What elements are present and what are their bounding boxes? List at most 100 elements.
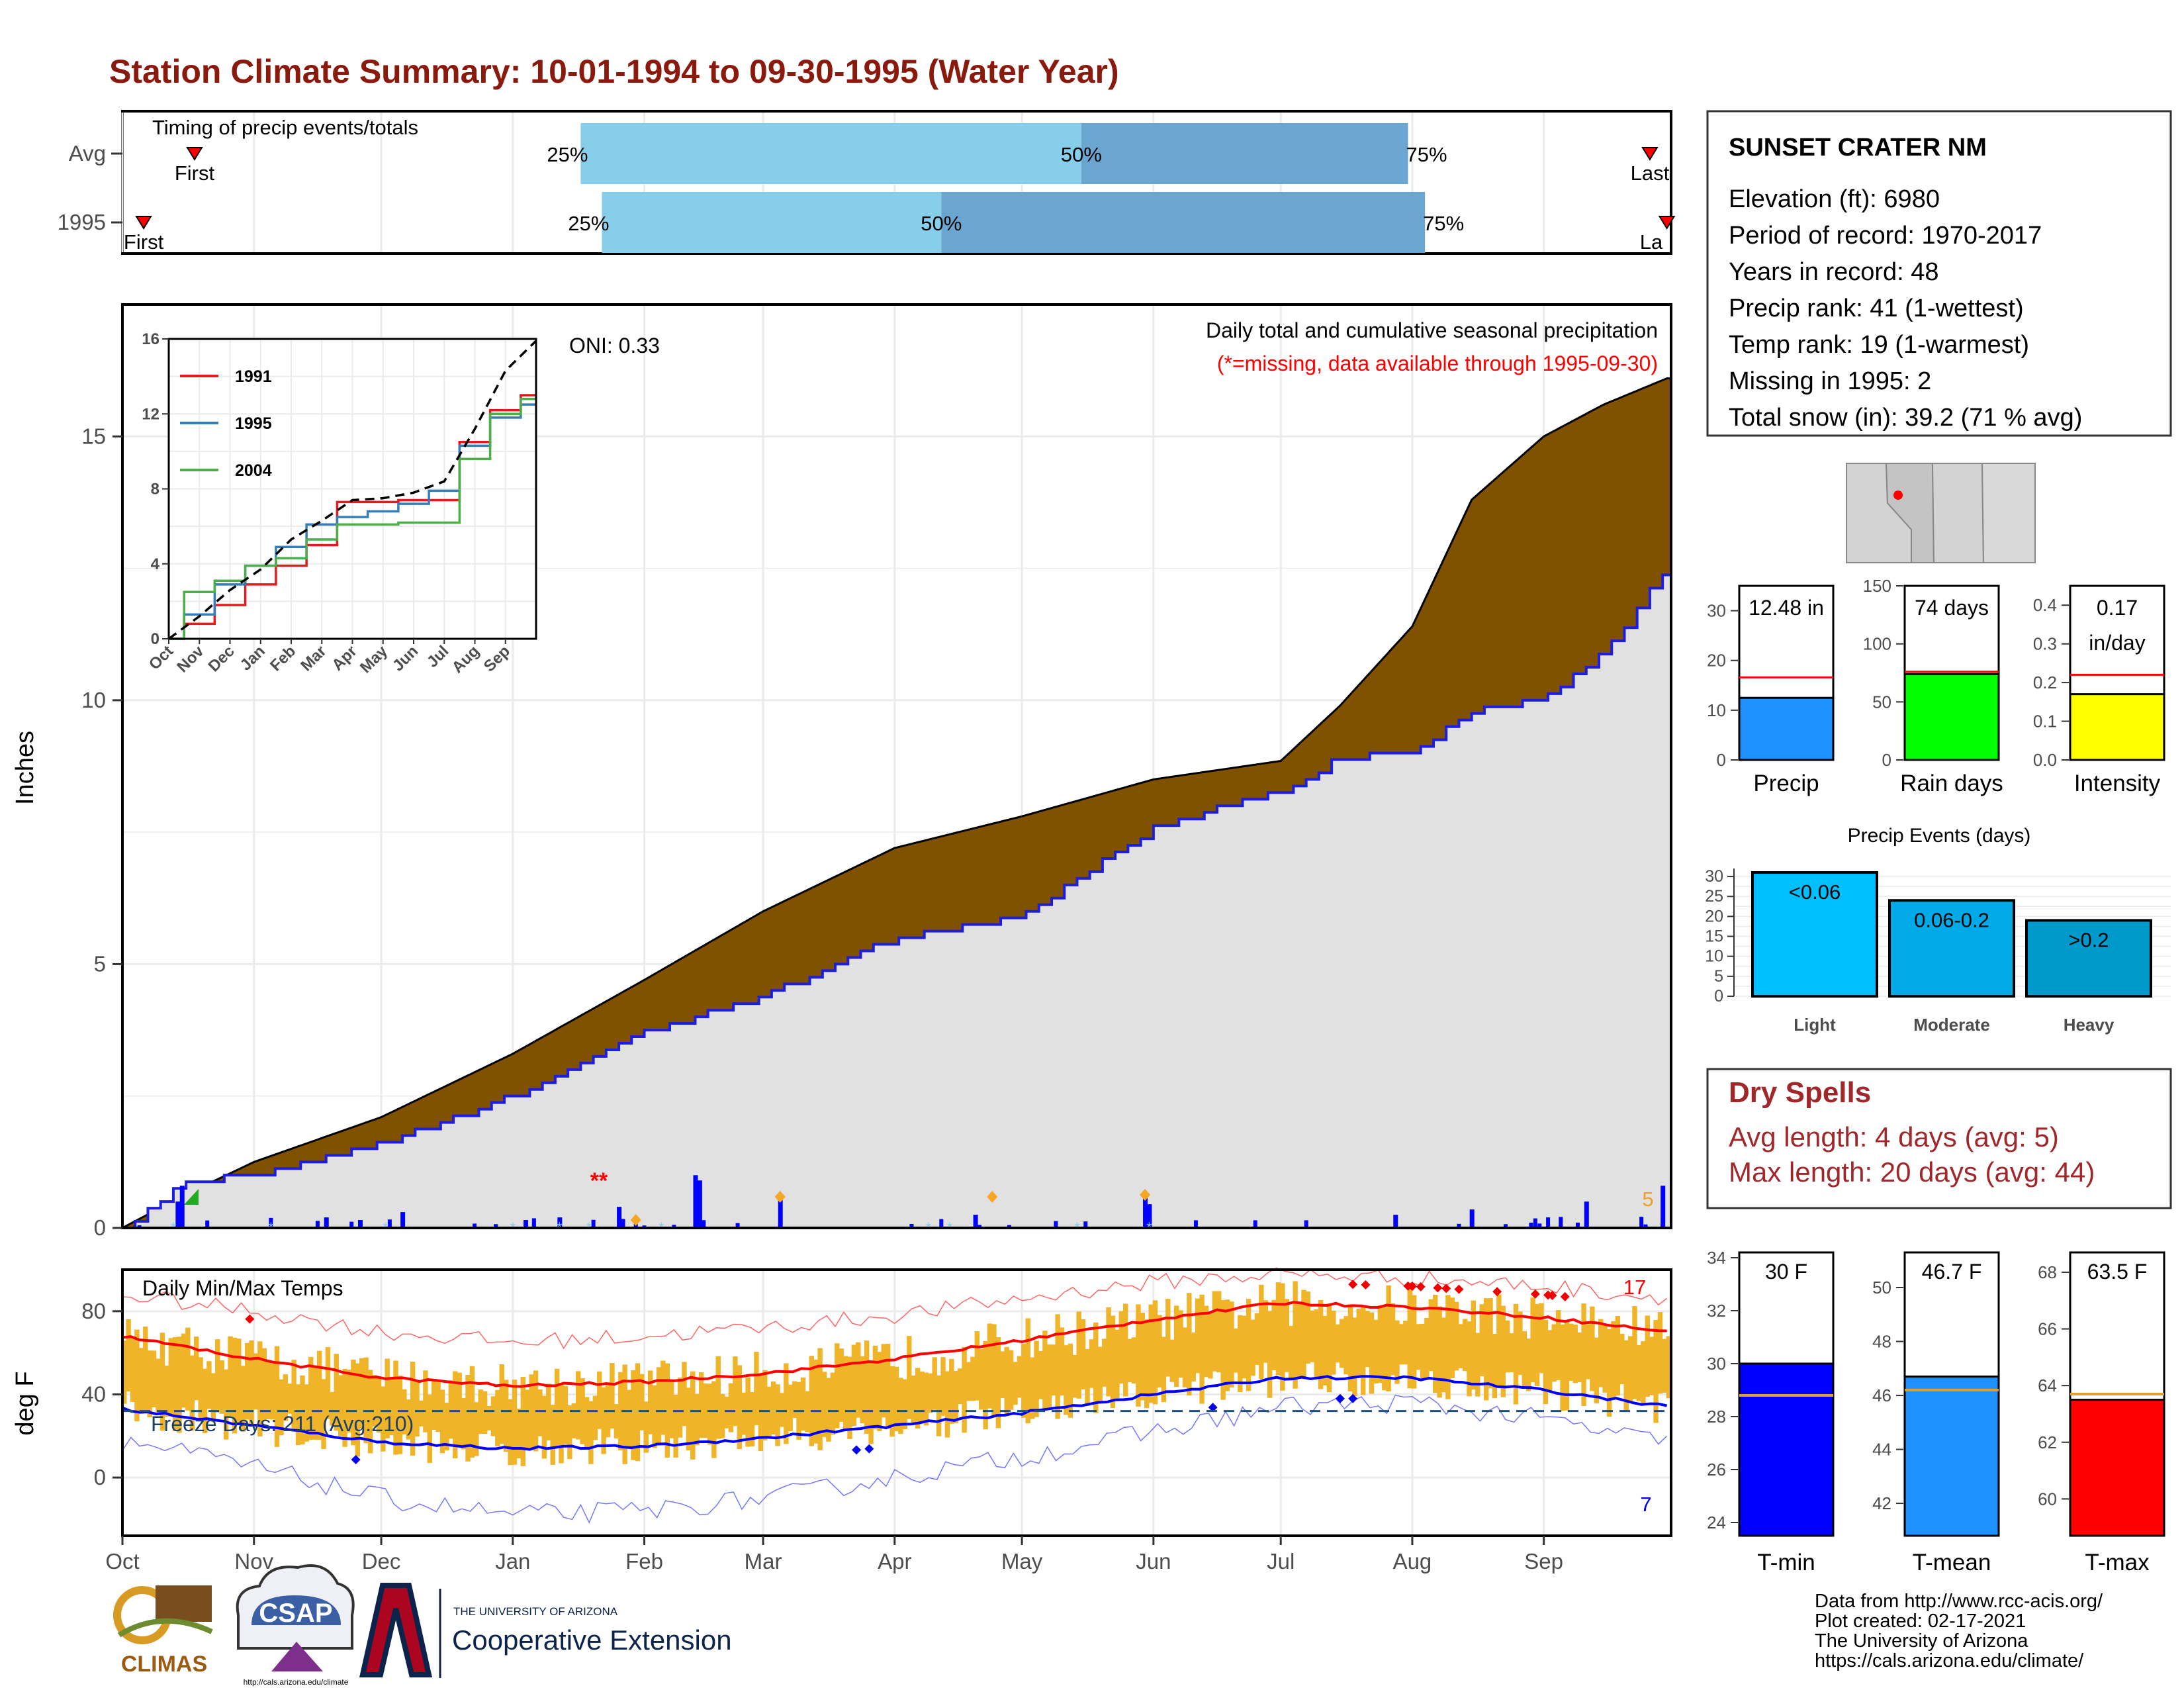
temp-day-bar xyxy=(800,1377,806,1431)
temp-day-bar xyxy=(1445,1295,1451,1399)
temp-day-bar xyxy=(923,1372,929,1426)
temp-day-bar xyxy=(1136,1304,1141,1407)
temp-day-bar xyxy=(1416,1324,1421,1370)
mini-ytick-label: 0.1 xyxy=(2033,712,2057,731)
temp-day-bar xyxy=(745,1377,751,1447)
temp-day-bar xyxy=(563,1385,569,1444)
temp-bar-ytick-label: 66 xyxy=(2038,1319,2057,1339)
temp-y-axis: 0 40 80 xyxy=(81,1299,122,1489)
temp-day-bar xyxy=(881,1344,886,1418)
temp-day-bar xyxy=(936,1375,942,1436)
daily-bar-9 xyxy=(697,1180,702,1228)
timing-first-label-0: First xyxy=(175,162,215,185)
temp-day-bar xyxy=(1004,1346,1009,1416)
temp-day-bar xyxy=(690,1371,696,1460)
daily-bar-small xyxy=(939,1219,944,1228)
temp-panel-label: Daily Min/Max Temps xyxy=(142,1276,343,1300)
month-label-Oct: Oct xyxy=(105,1549,139,1573)
temp-day-bar xyxy=(198,1357,203,1422)
temp-day-bar xyxy=(779,1393,785,1427)
inset-ytick-label: 8 xyxy=(151,481,159,498)
dry-title: Dry Spells xyxy=(1729,1076,1871,1109)
daily-bar-13 xyxy=(1147,1204,1152,1228)
temp-panel: 0 40 80 deg F Daily Min/Max Temps Freeze D… xyxy=(11,1267,1672,1573)
temp-day-bar xyxy=(928,1373,933,1413)
timing-last-marker-0 xyxy=(1641,147,1659,161)
temp-day-bar xyxy=(953,1370,958,1424)
temp-day-bar xyxy=(453,1371,458,1459)
temp-ytick-label: 40 xyxy=(81,1382,106,1406)
daily-bar-small xyxy=(909,1223,914,1228)
daily-bar-small xyxy=(269,1217,273,1228)
timing-last-label-1: La xyxy=(1640,230,1663,254)
temp-day-bar xyxy=(355,1363,361,1457)
temp-day-bar xyxy=(1598,1319,1604,1387)
mini-ytick-label: 50 xyxy=(1872,692,1891,712)
temp-day-bar xyxy=(643,1401,649,1453)
temp-day-bar xyxy=(1407,1285,1412,1389)
daily-bar-small xyxy=(387,1219,392,1228)
temp-day-bar xyxy=(733,1356,738,1427)
temp-day-bar xyxy=(597,1371,602,1429)
temp-day-bar xyxy=(554,1368,560,1448)
temp-day-bar xyxy=(363,1357,369,1444)
temp-day-bar xyxy=(325,1346,331,1419)
temp-day-bar xyxy=(1038,1350,1044,1399)
csap-mountain xyxy=(271,1642,323,1671)
temp-day-bar xyxy=(503,1380,509,1452)
temp-day-bar xyxy=(694,1393,700,1446)
month-label-Mar: Mar xyxy=(745,1549,782,1573)
temp-day-bar xyxy=(156,1358,161,1415)
temp-day-bar xyxy=(966,1362,972,1401)
temp-day-bar xyxy=(338,1375,343,1436)
temp-day-bar xyxy=(1140,1313,1146,1401)
daily-bar-8 xyxy=(693,1175,698,1228)
mini-bar-2 xyxy=(2069,693,2165,761)
temp-day-bar xyxy=(949,1358,954,1424)
temp-bar-ytick-label: 34 xyxy=(1707,1248,1726,1268)
temp-day-bar xyxy=(1271,1299,1277,1370)
inset-line-1991 xyxy=(169,394,536,640)
station-missing: Missing in 1995: 2 xyxy=(1729,367,1931,395)
temp-day-bar xyxy=(537,1389,543,1436)
temp-day-bar xyxy=(439,1389,445,1454)
temp-day-bar xyxy=(860,1356,865,1424)
temp-day-bar xyxy=(631,1370,636,1460)
temp-day-bar xyxy=(279,1379,284,1436)
daily-bar-1 xyxy=(179,1186,185,1228)
temp-day-bar xyxy=(580,1378,585,1444)
ua-small-text: THE UNIVERSITY OF ARIZONA xyxy=(453,1605,618,1618)
temp-day-bar xyxy=(626,1389,632,1448)
station-name: SUNSET CRATER NM xyxy=(1729,134,1987,162)
temp-bar-ytick-label: 32 xyxy=(1707,1301,1726,1321)
temp-day-bar xyxy=(1657,1312,1663,1394)
temp-day-bar xyxy=(393,1360,398,1455)
temp-day-bar xyxy=(1492,1334,1498,1399)
temp-day-bar xyxy=(851,1344,857,1427)
events-ytick-label: 20 xyxy=(1705,907,1723,925)
temp-day-bar xyxy=(664,1363,670,1458)
events-range-1: 0.06-0.2 xyxy=(1914,908,1989,931)
temp-day-bar xyxy=(868,1360,874,1444)
temp-day-bar xyxy=(1318,1299,1324,1389)
temp-day-bar xyxy=(482,1391,488,1434)
temp-day-bar xyxy=(1017,1356,1023,1398)
timing-bar-q1-0 xyxy=(580,123,1081,184)
temp-day-bar xyxy=(189,1355,195,1430)
timing-row-avg-label: Avg xyxy=(69,141,106,165)
record-high-marker-1 xyxy=(1348,1280,1358,1289)
timing-p75-label-0: 75% xyxy=(1406,143,1447,166)
daily-bar-small xyxy=(1661,1223,1665,1228)
timing-bar-q2-1 xyxy=(941,192,1426,253)
temp-day-bar xyxy=(1462,1319,1468,1372)
temp-day-bar xyxy=(359,1358,365,1429)
dry-spells-box: Dry Spells Avg length: 4 days (avg: 5) M… xyxy=(1706,1068,2172,1209)
month-label-Jan: Jan xyxy=(495,1549,530,1573)
temp-day-bar xyxy=(474,1402,479,1456)
mini-ytick-label: 0.4 xyxy=(2033,595,2057,615)
temp-day-bar xyxy=(1509,1333,1514,1373)
inset-legend-label-2004: 2004 xyxy=(235,461,272,480)
temp-day-bar xyxy=(639,1374,645,1430)
temp-day-bar xyxy=(872,1345,878,1429)
